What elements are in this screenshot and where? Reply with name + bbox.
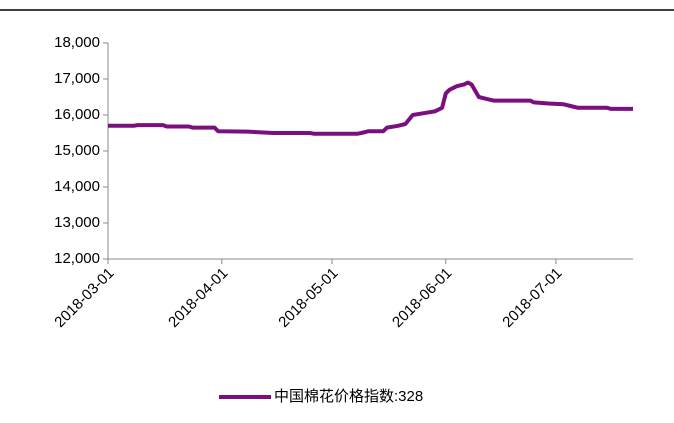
y-tick-label: 15,000 — [54, 142, 100, 159]
y-tick-label: 18,000 — [54, 34, 100, 51]
x-tick-label: 2018-04-01 — [165, 265, 231, 331]
data-line — [108, 80, 633, 136]
y-tick-label: 14,000 — [54, 178, 100, 195]
y-tick-label: 12,000 — [54, 250, 100, 267]
x-tick-label: 2018-06-01 — [389, 265, 455, 331]
y-tick-label: 16,000 — [54, 106, 100, 123]
x-tick-label: 2018-05-01 — [275, 265, 341, 331]
x-tick-label: 2018-07-01 — [499, 265, 565, 331]
legend-label: 中国棉花价格指数:328 — [274, 388, 423, 405]
x-tick-label: 2018-03-01 — [51, 265, 117, 331]
y-tick-label: 17,000 — [54, 70, 100, 87]
y-tick-label: 13,000 — [54, 214, 100, 231]
